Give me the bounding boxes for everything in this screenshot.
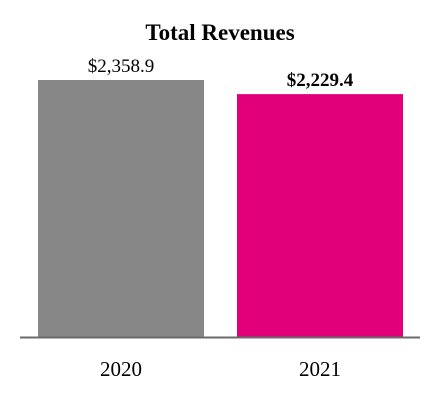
x-tick-labels-group: 2020 2021 (100, 357, 341, 381)
bars-group (38, 80, 403, 337)
data-labels-group: $2,358.9 $2,229.4 (88, 56, 354, 91)
chart-title: Total Revenues (145, 20, 294, 45)
bar-2020 (38, 80, 204, 337)
data-label-2020: $2,358.9 (88, 56, 155, 77)
x-tick-label-2020: 2020 (100, 357, 142, 381)
x-tick-label-2021: 2021 (299, 357, 341, 381)
bar-2021 (237, 94, 403, 337)
data-label-2021: $2,229.4 (287, 70, 354, 91)
